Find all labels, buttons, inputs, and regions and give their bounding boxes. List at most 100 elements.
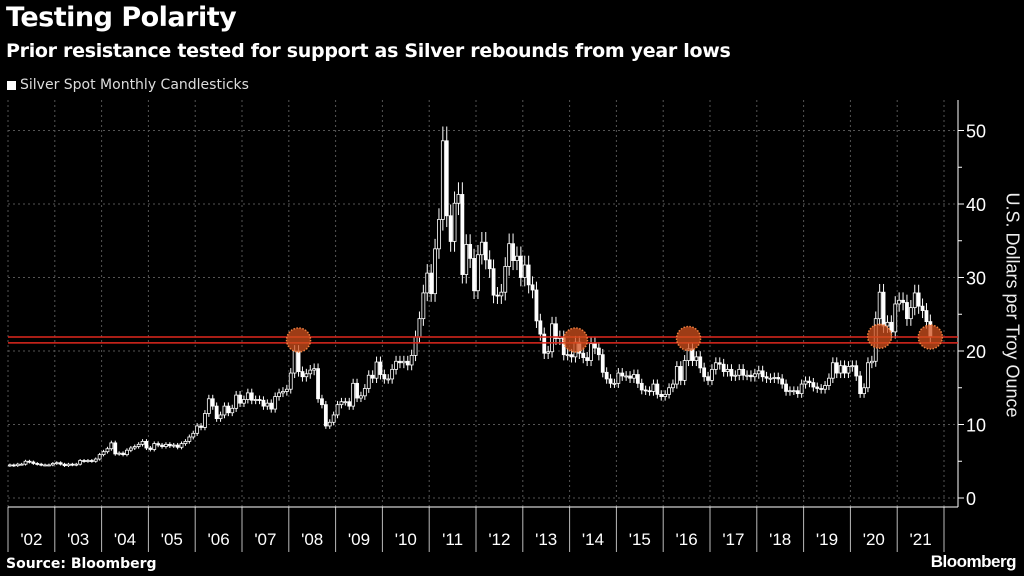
y-tick-label: 40: [966, 195, 986, 215]
x-tick-label: '13: [535, 530, 557, 549]
candle-body: [249, 392, 254, 401]
candle-body: [351, 382, 356, 407]
candle-body: [292, 350, 297, 374]
x-tick-label: '12: [488, 530, 510, 549]
candle-body: [850, 365, 855, 368]
candle-body: [530, 284, 535, 291]
candle-body: [760, 370, 765, 378]
x-tick-label: '17: [722, 530, 744, 549]
candle-body: [491, 268, 496, 296]
candle-body: [717, 362, 722, 365]
source-note: Source: Bloomberg: [6, 556, 157, 572]
candle-body: [156, 443, 161, 446]
candle-body: [199, 425, 203, 428]
candle-body: [43, 464, 47, 467]
candle-body: [113, 442, 118, 455]
candle-body: [308, 369, 313, 375]
candle-body: [569, 354, 574, 358]
candle-body: [355, 382, 359, 399]
candle-body: [261, 399, 266, 407]
candle-body: [448, 215, 453, 242]
y-tick-label: 30: [966, 269, 986, 289]
candle-body: [214, 405, 219, 420]
x-tick-label: '20: [863, 530, 885, 549]
candle-body: [596, 347, 601, 356]
candle-body: [277, 392, 281, 397]
candle-body: [378, 361, 383, 375]
candle-body: [479, 241, 484, 256]
y-tick-label: 0: [966, 489, 976, 509]
candle-body: [132, 446, 137, 449]
candle-body: [11, 464, 16, 467]
candle-body: [413, 336, 418, 356]
candle-body: [616, 372, 621, 384]
polarity-marker: [285, 327, 312, 353]
candle-body: [238, 394, 242, 404]
candle-body: [440, 140, 445, 220]
candle-body: [109, 442, 114, 450]
candle-body: [655, 383, 660, 395]
candle-body: [210, 398, 215, 407]
chart-title: Testing Polarity: [6, 2, 237, 33]
candle-body: [327, 421, 332, 427]
candle-body: [834, 362, 839, 374]
candle-body: [869, 360, 874, 364]
candle-body: [877, 291, 882, 320]
candle-body: [854, 365, 859, 377]
candle-body: [862, 387, 866, 395]
candle-body: [23, 460, 28, 465]
candle-body: [643, 389, 648, 392]
candle-body: [620, 372, 625, 377]
candle-body: [230, 407, 235, 414]
candle-body: [526, 264, 531, 286]
x-tick-label: '05: [161, 530, 183, 549]
candle-body: [725, 368, 730, 372]
candle-body: [499, 291, 504, 297]
candle-body: [838, 365, 843, 374]
candle-body: [495, 294, 500, 297]
candle-body: [460, 194, 465, 275]
candle-body: [136, 443, 141, 447]
candle-body: [515, 255, 519, 261]
candle-body: [756, 370, 761, 375]
candle-body: [916, 292, 921, 307]
candle-body: [394, 360, 398, 370]
x-tick-label: '03: [67, 530, 89, 549]
candle-body: [343, 401, 348, 404]
candle-body: [487, 259, 492, 270]
candle-body: [444, 140, 449, 217]
candle-body: [741, 368, 746, 376]
candle-body: [331, 414, 336, 423]
candle-body: [776, 377, 781, 380]
candle-body: [148, 447, 153, 450]
candle-body: [164, 443, 168, 447]
candle-body: [608, 378, 613, 384]
x-tick-label: '18: [769, 530, 791, 549]
candle-body: [737, 368, 742, 376]
candle-body: [745, 374, 749, 377]
candle-body: [97, 454, 102, 460]
candle-body: [799, 383, 804, 395]
x-tick-label: '14: [582, 530, 604, 549]
candle-body: [175, 444, 180, 448]
x-tick-label: '11: [442, 530, 463, 549]
candle-body: [27, 460, 32, 463]
candle-body: [830, 362, 835, 379]
candle-body: [288, 372, 293, 390]
x-tick-label: '10: [395, 530, 417, 549]
candle-body: [35, 463, 40, 465]
candle-body: [600, 354, 605, 373]
x-tick-label: '07: [254, 530, 276, 549]
candle-body: [128, 447, 133, 451]
candle-body: [749, 374, 753, 378]
candle-body: [671, 383, 675, 389]
candle-body: [74, 463, 79, 466]
candle-body: [70, 463, 75, 466]
candle-body: [807, 380, 812, 384]
candle-body: [472, 257, 476, 292]
candle-body: [920, 305, 925, 311]
x-tick-label: '04: [114, 530, 136, 549]
candle-body: [183, 441, 188, 445]
candle-body: [39, 463, 44, 466]
